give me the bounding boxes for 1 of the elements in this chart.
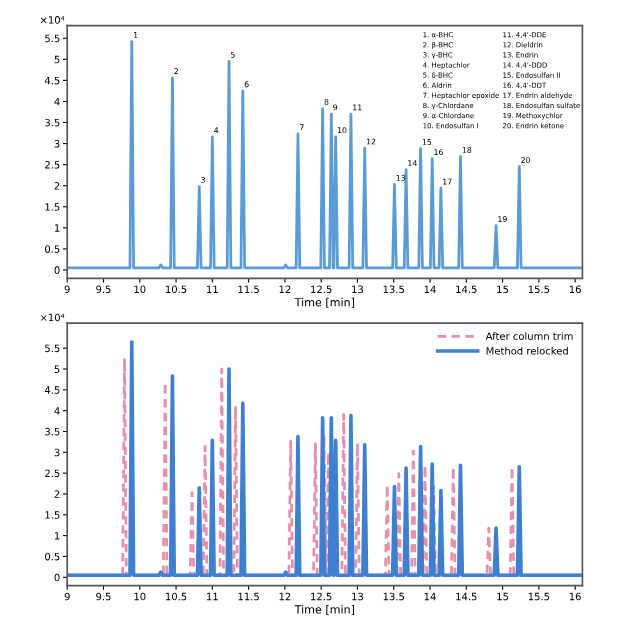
line-series: [67, 40, 583, 270]
